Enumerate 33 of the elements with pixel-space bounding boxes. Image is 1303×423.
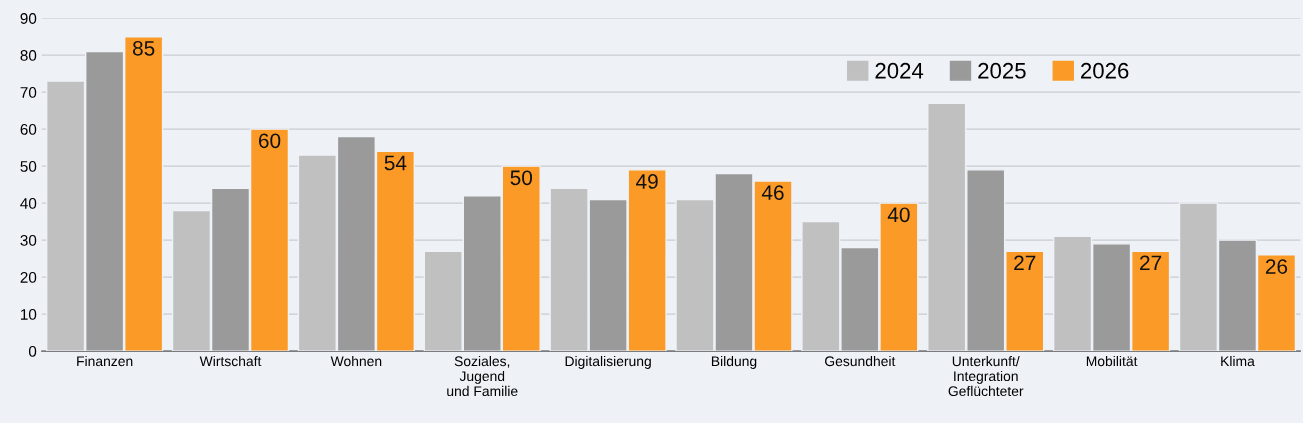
y-tick-label: 80 [20,50,37,61]
legend-label: 2026 [1081,62,1129,79]
data-label: 50 [510,170,533,186]
data-label: 27 [1014,255,1036,271]
y-tick-label: 30 [20,234,37,246]
y-tick-label: 10 [21,308,37,320]
legend-label: 2024 [875,62,924,79]
x-tick-label: Soziales, Jugend und Familie [447,355,518,397]
x-tick-label: Bildung [711,355,757,369]
data-label: 40 [887,207,910,223]
data-label: 26 [1265,259,1288,274]
y-tick-label: 70 [20,87,37,98]
data-label: 27 [1140,255,1162,271]
data-label: 46 [761,185,784,200]
y-tick-label: 90 [20,13,37,24]
y-tick-label: 50 [20,161,37,172]
data-label: 49 [636,174,658,189]
y-tick-label: 0 [28,345,37,357]
data-label: 54 [384,155,407,171]
y-tick-label: 60 [20,124,37,135]
x-tick-label: Gesundheit [825,355,896,367]
x-tick-label: Finanzen [77,355,133,367]
x-tick-label: Wirtschaft [199,355,262,367]
data-label: 60 [258,133,281,149]
legend-label: 2025 [978,62,1026,79]
x-tick-label: Wohnen [330,355,382,367]
x-tick-label: Unterkunft/ Integration Geflüchteter [948,355,1024,397]
y-tick-label: 40 [20,198,37,209]
x-tick-label: Klima [1221,355,1255,367]
x-tick-label: Digitalisierung [565,355,651,369]
y-tick-label: 20 [20,271,37,283]
data-label: 85 [132,40,155,56]
x-tick-label: Mobilität [1086,355,1138,367]
